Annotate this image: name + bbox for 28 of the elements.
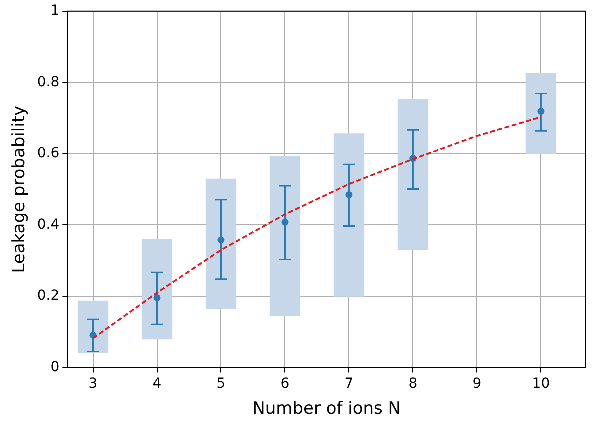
- point: [154, 294, 161, 302]
- y-axis-title: Leakage probability: [10, 106, 30, 274]
- x-tick-label: 8: [408, 376, 418, 392]
- y-tick-label: 0.4: [37, 216, 60, 233]
- y-tick-label: 0: [50, 359, 60, 376]
- point: [538, 108, 545, 116]
- bar: [398, 99, 429, 251]
- bar: [206, 178, 237, 310]
- bar: [334, 134, 365, 297]
- x-tick-label: 3: [88, 376, 98, 392]
- y-tick-label: 0.2: [37, 288, 60, 304]
- bar: [270, 156, 301, 316]
- x-tick-label: 6: [280, 376, 290, 392]
- x-axis-title: Number of ions N: [252, 399, 402, 420]
- x-tick-label: 7: [344, 376, 354, 392]
- y-tick-label: 1: [50, 3, 60, 20]
- x-tick-label: 4: [152, 376, 162, 392]
- bar: [78, 300, 109, 354]
- x-tick-label: 10: [532, 376, 550, 392]
- point: [346, 191, 353, 198]
- point: [282, 218, 289, 226]
- y-tick-label: 0.6: [37, 146, 60, 162]
- bar: [142, 239, 173, 340]
- x-tick-label: 5: [216, 376, 226, 392]
- point: [218, 236, 225, 244]
- x-tick-label: 9: [472, 376, 482, 392]
- bar: [526, 73, 557, 154]
- y-tick-label: 0.8: [37, 74, 60, 90]
